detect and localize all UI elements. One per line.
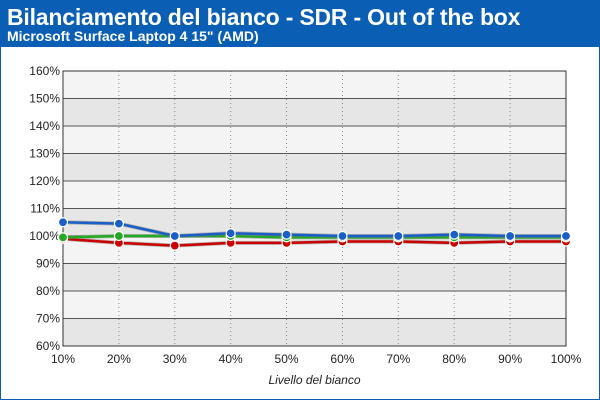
chart-header: Bilanciamento del bianco - SDR - Out of …	[1, 1, 599, 47]
x-axis-label: Livello del bianco	[268, 373, 360, 387]
x-tick-label: 20%	[107, 352, 131, 366]
y-tick-label: 140%	[29, 119, 60, 133]
x-tick-label: 80%	[442, 352, 466, 366]
x-tick-label: 40%	[219, 352, 243, 366]
y-tick-label: 130%	[29, 147, 60, 161]
series-line	[62, 237, 566, 247]
data-point	[113, 218, 124, 229]
x-tick-label: 90%	[498, 352, 522, 366]
x-tick-label: 70%	[386, 352, 410, 366]
series-line	[62, 234, 566, 239]
y-tick-label: 150%	[29, 92, 60, 106]
x-tick-label: 100%	[551, 352, 582, 366]
y-tick-label: 80%	[36, 284, 60, 298]
data-point	[449, 229, 460, 240]
plot-border	[62, 70, 567, 347]
y-tick-label: 100%	[29, 229, 60, 243]
x-tick-label: 30%	[163, 352, 187, 366]
data-point	[57, 232, 69, 243]
plot-band	[63, 263, 566, 291]
x-tick-label: 50%	[275, 352, 299, 366]
y-tick-label: 60%	[36, 339, 60, 353]
data-point	[57, 217, 69, 228]
y-tick-label: 160%	[29, 64, 60, 78]
data-point	[169, 230, 180, 242]
x-tick-label: 10%	[51, 352, 75, 366]
y-tick-label: 90%	[36, 257, 60, 271]
y-tick-label: 120%	[29, 174, 60, 188]
y-tick-label: 70%	[36, 312, 60, 326]
plot-band	[63, 318, 566, 346]
data-point	[560, 230, 572, 242]
x-tick-label: 60%	[330, 352, 354, 366]
chart-subtitle: Microsoft Surface Laptop 4 15" (AMD)	[7, 28, 259, 44]
data-point	[281, 229, 292, 240]
data-point	[337, 230, 348, 242]
data-point	[169, 240, 180, 251]
data-point	[113, 230, 124, 242]
plot-band	[63, 98, 566, 126]
plot-band	[63, 208, 566, 236]
y-tick-label: 110%	[30, 202, 60, 216]
data-point	[505, 230, 516, 242]
plot-band	[63, 153, 566, 181]
data-point	[393, 230, 404, 242]
series-line	[62, 221, 566, 238]
chart-title: Bilanciamento del bianco - SDR - Out of …	[7, 4, 521, 30]
data-point	[225, 228, 236, 239]
